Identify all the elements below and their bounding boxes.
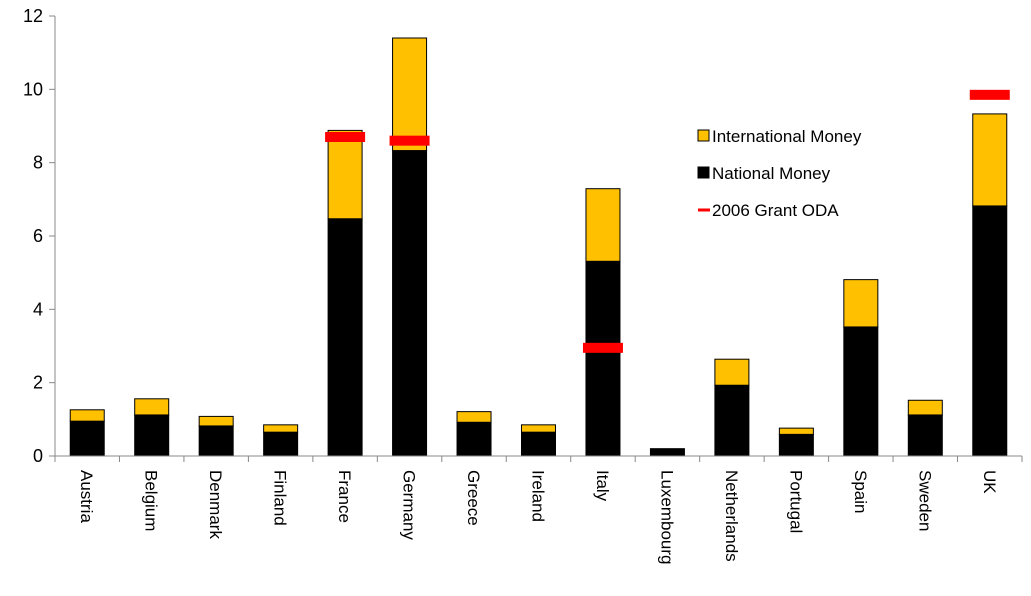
x-label-luxembourg: Luxembourg — [657, 470, 676, 565]
bar-international-germany — [392, 37, 428, 152]
x-label-austria: Austria — [77, 470, 96, 523]
bar-national-italy — [585, 260, 621, 457]
bar-national-austria — [69, 420, 105, 457]
legend: International Money National Money 2006 Gr… — [697, 127, 862, 220]
legend-label: International Money — [712, 127, 862, 146]
bar-international-belgium — [134, 398, 170, 416]
oda-marker-italy — [582, 342, 623, 353]
legend-label: 2006 Grant ODA — [712, 201, 839, 220]
bar-national-greece — [456, 421, 492, 457]
bar-international-uk — [972, 113, 1008, 207]
bar-national-sweden — [907, 414, 943, 457]
legend-label: National Money — [712, 164, 831, 183]
bar-international-sweden — [907, 399, 943, 416]
bar-international-ireland — [521, 424, 556, 433]
bar-international-italy — [585, 188, 621, 262]
bar-national-netherlands — [714, 384, 750, 457]
y-tick-label: 12 — [23, 6, 43, 26]
bar-international-austria — [69, 409, 105, 422]
x-label-ireland: Ireland — [529, 470, 548, 522]
bars — [69, 37, 1008, 457]
bar-international-denmark — [198, 415, 234, 427]
x-label-netherlands: Netherlands — [722, 470, 741, 562]
x-label-belgium: Belgium — [142, 470, 161, 531]
x-label-france: France — [335, 470, 354, 523]
x-label-spain: Spain — [851, 470, 870, 513]
bar-national-belgium — [134, 414, 170, 457]
bar-international-finland — [263, 424, 299, 433]
bar-national-spain — [843, 326, 879, 457]
y-tick-label: 10 — [23, 79, 43, 99]
x-label-germany: Germany — [400, 470, 419, 540]
x-label-greece: Greece — [464, 470, 483, 526]
bar-national-finland — [263, 431, 299, 457]
oda-marker-germany — [389, 135, 430, 146]
x-label-sweden: Sweden — [915, 470, 934, 531]
legend-swatch — [697, 129, 710, 142]
y-tick-label: 4 — [33, 299, 43, 319]
x-label-finland: Finland — [271, 470, 290, 526]
bar-international-spain — [843, 279, 879, 328]
oda-marker-france — [325, 132, 366, 142]
bar-national-denmark — [198, 425, 234, 457]
bar-national-uk — [972, 205, 1008, 457]
x-label-portugal: Portugal — [786, 470, 805, 533]
bar-international-greece — [456, 411, 492, 423]
bar-international-france — [327, 129, 363, 220]
y-tick-label: 8 — [33, 153, 43, 173]
x-label-uk: UK — [980, 470, 999, 494]
bar-national-germany — [392, 150, 428, 457]
y-tick-label: 2 — [33, 373, 43, 393]
x-label-italy: Italy — [593, 470, 612, 502]
bar-national-luxembourg — [649, 448, 685, 457]
y-tick-label: 6 — [33, 226, 43, 246]
x-label-denmark: Denmark — [206, 470, 225, 539]
oda-markers — [325, 89, 1010, 353]
y-tick-label: 0 — [33, 446, 43, 466]
y-axis: 0 2 4 6 8 10 12 — [23, 6, 56, 466]
legend-swatch — [697, 166, 710, 179]
bar-international-netherlands — [714, 358, 750, 386]
bar-national-ireland — [521, 431, 556, 457]
bar-national-portugal — [778, 433, 814, 457]
oda-marker-uk — [969, 89, 1010, 100]
bar-international-portugal — [778, 427, 814, 435]
bar-national-france — [327, 218, 363, 457]
x-axis: Austria Belgium Denmark Finland France German… — [54, 455, 1023, 565]
